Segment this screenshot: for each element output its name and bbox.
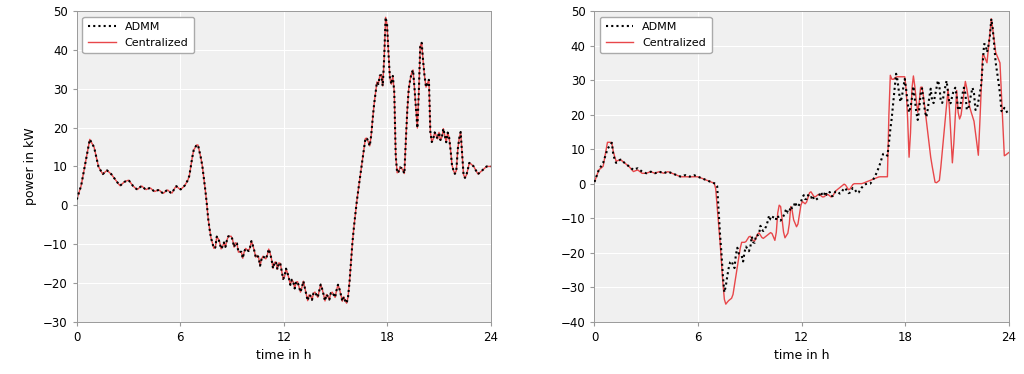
- ADMM: [718, 290, 730, 294]
- Centralized: [968, 119, 980, 123]
- ADMM: [1002, 113, 1015, 117]
- ADMM: [341, 301, 353, 306]
- Line: Centralized: Centralized: [595, 19, 1009, 304]
- Centralized: [106, 174, 119, 178]
- Line: ADMM: ADMM: [77, 17, 490, 303]
- Centralized: [799, 202, 811, 206]
- Centralized: [380, 15, 392, 19]
- ADMM: [625, 165, 637, 170]
- Centralized: [341, 301, 353, 306]
- Centralized: [452, 147, 464, 152]
- Centralized: [625, 166, 637, 171]
- X-axis label: time in h: time in h: [256, 349, 311, 362]
- Centralized: [71, 197, 83, 202]
- Centralized: [428, 130, 440, 135]
- ADMM: [799, 197, 811, 201]
- ADMM: [985, 16, 997, 21]
- ADMM: [945, 101, 957, 105]
- Centralized: [985, 16, 997, 21]
- Y-axis label: power in kW: power in kW: [25, 128, 38, 205]
- ADMM: [428, 130, 440, 135]
- Centralized: [438, 133, 451, 138]
- Line: ADMM: ADMM: [595, 19, 1009, 292]
- Centralized: [954, 113, 967, 117]
- Centralized: [484, 164, 497, 169]
- Centralized: [938, 134, 950, 138]
- ADMM: [438, 133, 451, 138]
- Centralized: [280, 266, 292, 271]
- Centralized: [1002, 150, 1015, 155]
- ADMM: [954, 99, 967, 104]
- Centralized: [720, 302, 732, 306]
- ADMM: [421, 81, 433, 86]
- ADMM: [589, 180, 601, 184]
- ADMM: [968, 91, 980, 96]
- ADMM: [71, 197, 83, 202]
- ADMM: [484, 164, 497, 169]
- Centralized: [421, 81, 433, 86]
- ADMM: [380, 15, 392, 19]
- Legend: ADMM, Centralized: ADMM, Centralized: [82, 17, 194, 53]
- Centralized: [945, 134, 957, 138]
- ADMM: [938, 93, 950, 98]
- Line: Centralized: Centralized: [77, 17, 490, 303]
- ADMM: [106, 174, 119, 178]
- ADMM: [452, 147, 464, 152]
- X-axis label: time in h: time in h: [774, 349, 829, 362]
- Centralized: [589, 180, 601, 184]
- Legend: ADMM, Centralized: ADMM, Centralized: [600, 17, 712, 53]
- ADMM: [280, 266, 292, 271]
